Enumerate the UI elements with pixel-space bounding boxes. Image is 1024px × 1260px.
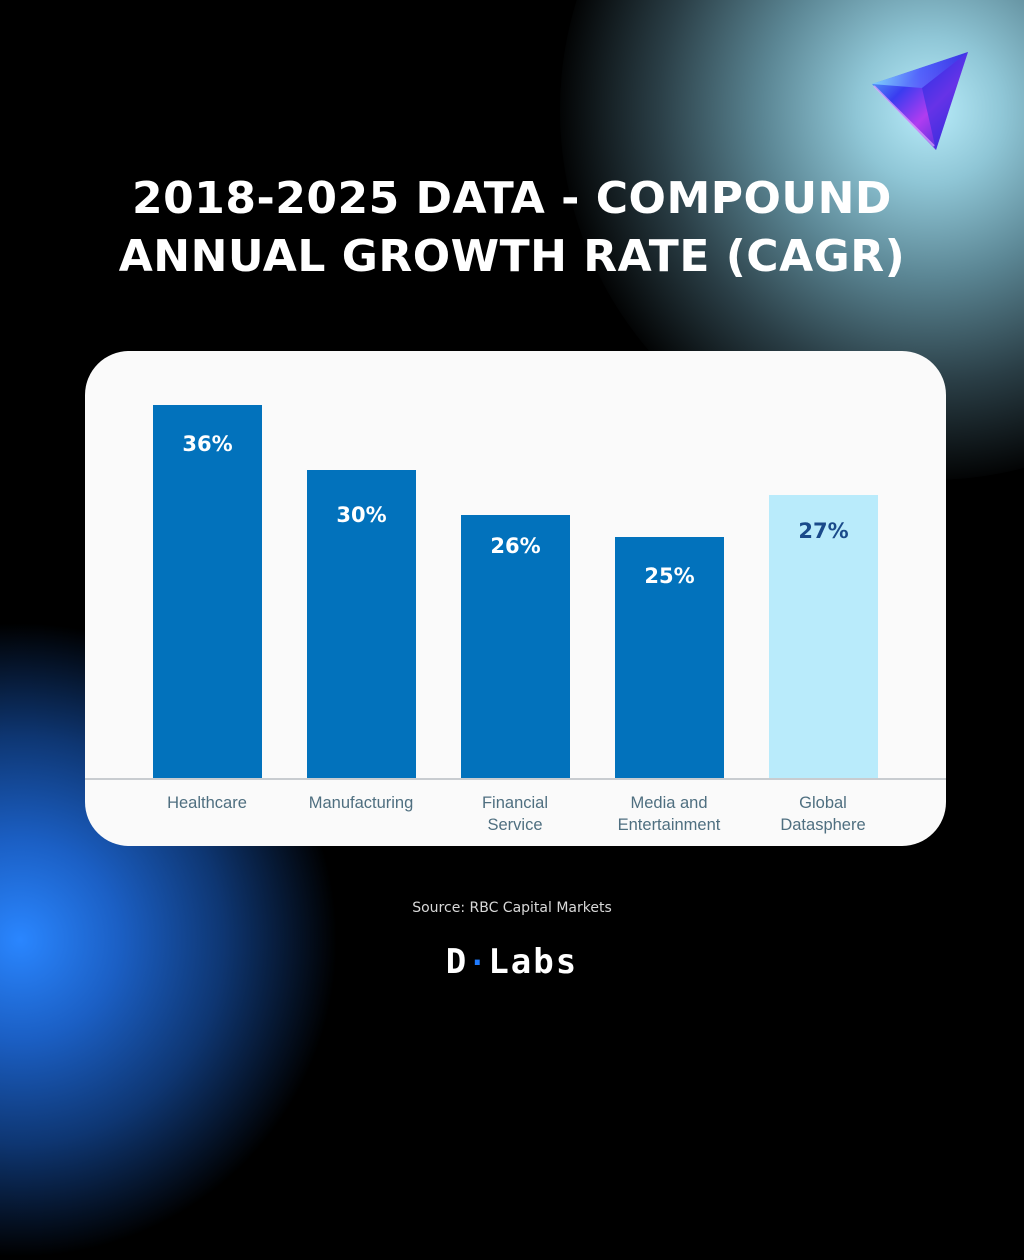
category-label-manufacturing: Manufacturing: [281, 792, 441, 814]
category-label-healthcare: Healthcare: [127, 792, 287, 814]
bar-media-entertainment: 25%: [615, 537, 724, 778]
category-line: Global: [799, 794, 847, 812]
bar-global-datasphere: 27%: [769, 495, 878, 778]
category-line: Entertainment: [617, 816, 721, 834]
logo-text-left: D: [445, 942, 469, 982]
category-line: Healthcare: [167, 794, 247, 812]
iridescent-pyramid-icon: [872, 52, 968, 150]
category-line: Service: [487, 816, 543, 834]
chart-card: 36% 30% 26% 25% 27% Healthcare Manufactu…: [85, 351, 946, 846]
category-line: Manufacturing: [308, 794, 414, 812]
category-label-global-datasphere: Global Datasphere: [743, 792, 903, 836]
bar-value-label: 27%: [798, 519, 849, 543]
category-label-media-entertainment: Media and Entertainment: [589, 792, 749, 836]
category-line: Media and: [630, 794, 708, 812]
category-line: Financial: [481, 794, 549, 812]
bar-value-label: 26%: [490, 534, 541, 558]
bar-financial-service: 26%: [461, 515, 570, 778]
bar-healthcare: 36%: [153, 405, 262, 778]
source-note: Source: RBC Capital Markets: [412, 900, 612, 916]
page-title: 2018-2025 DATA - COMPOUND ANNUAL GROWTH …: [0, 170, 1024, 286]
title-line-2: ANNUAL GROWTH RATE (CAGR): [118, 231, 906, 282]
logo-dot-icon: ·: [468, 946, 489, 981]
x-axis-baseline: [85, 778, 946, 780]
logo-text-right: Labs: [488, 942, 579, 982]
bar-value-label: 36%: [182, 432, 233, 456]
dlabs-logo: D·Labs: [0, 942, 1024, 982]
category-line: Datasphere: [780, 816, 866, 834]
title-line-1: 2018-2025 DATA - COMPOUND: [132, 173, 892, 224]
bar-value-label: 30%: [336, 503, 387, 527]
bar-value-label: 25%: [644, 564, 695, 588]
category-label-financial-service: Financial Service: [435, 792, 595, 836]
bar-manufacturing: 30%: [307, 470, 416, 778]
